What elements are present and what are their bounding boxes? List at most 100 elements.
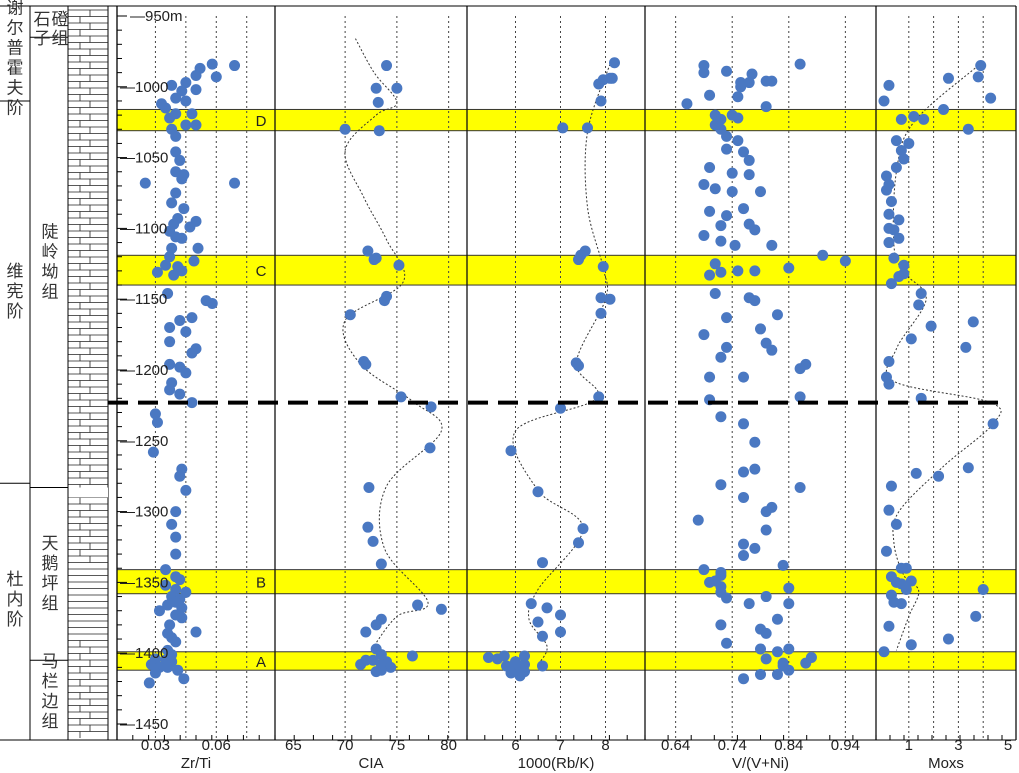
- data-point: [519, 650, 530, 662]
- data-point: [393, 259, 405, 271]
- data-point: [704, 205, 716, 217]
- data-point: [883, 79, 895, 91]
- formation-label: 石: [34, 10, 51, 30]
- band-label: D: [256, 113, 267, 130]
- x-tick-label: 0.74: [718, 737, 747, 754]
- data-point: [704, 576, 716, 588]
- trend-line: [512, 63, 611, 665]
- data-point: [760, 653, 772, 665]
- data-point: [698, 229, 710, 241]
- data-point: [726, 167, 738, 179]
- data-point: [738, 418, 750, 430]
- data-point: [170, 130, 182, 142]
- data-point: [942, 72, 954, 84]
- data-point: [905, 333, 917, 345]
- data-point: [339, 123, 351, 135]
- data-point: [721, 130, 733, 142]
- data-point: [721, 312, 733, 324]
- data-point: [229, 60, 241, 72]
- data-point: [890, 162, 902, 174]
- data-point: [760, 506, 772, 518]
- data-point: [577, 523, 589, 535]
- data-point: [170, 636, 182, 648]
- data-point: [190, 119, 202, 131]
- depth-tick-label: —1000: [120, 79, 168, 96]
- data-point: [176, 173, 188, 185]
- formation-label: 马: [42, 652, 59, 672]
- data-point: [514, 670, 526, 682]
- data-point: [715, 351, 727, 363]
- x-tick-label: 0.94: [831, 737, 860, 754]
- data-point: [794, 363, 806, 375]
- data-point: [900, 583, 912, 595]
- data-point: [139, 177, 151, 189]
- data-point: [755, 323, 766, 335]
- stage-label: 夫: [7, 78, 24, 98]
- data-point: [771, 613, 783, 625]
- data-point: [942, 633, 954, 645]
- data-point: [378, 295, 390, 307]
- data-point: [883, 620, 895, 632]
- data-point: [738, 371, 750, 383]
- data-point: [910, 467, 922, 479]
- data-point: [883, 208, 895, 220]
- data-point: [743, 77, 755, 89]
- data-point: [760, 627, 772, 639]
- data-point: [375, 558, 387, 570]
- data-point: [883, 378, 895, 390]
- data-point: [913, 299, 925, 311]
- formation-label: 坳: [42, 262, 59, 282]
- data-point: [425, 401, 437, 413]
- data-point: [962, 462, 974, 474]
- depth-tick-label: —1300: [120, 504, 168, 521]
- data-point: [715, 235, 727, 247]
- depth-tick-label: —1400: [120, 645, 168, 662]
- depth-tick-label: —1100: [120, 220, 167, 237]
- data-point: [170, 146, 182, 158]
- data-point: [593, 391, 605, 403]
- data-point: [172, 664, 184, 676]
- formation-label: 磴: [52, 10, 69, 30]
- data-point: [755, 668, 766, 680]
- data-point: [395, 391, 407, 403]
- data-point: [344, 309, 356, 321]
- data-point: [525, 598, 537, 610]
- data-point: [987, 418, 999, 430]
- data-point: [170, 548, 182, 560]
- data-point: [905, 639, 917, 651]
- data-point: [749, 436, 761, 448]
- data-point: [391, 82, 403, 94]
- stage-label: 霍: [7, 58, 24, 78]
- data-point: [704, 162, 716, 174]
- data-point: [424, 442, 436, 454]
- data-point: [888, 224, 900, 236]
- data-point: [760, 524, 772, 536]
- data-point: [162, 288, 174, 300]
- data-point: [749, 463, 761, 475]
- data-point: [878, 95, 890, 107]
- data-point: [985, 92, 997, 104]
- data-point: [604, 293, 616, 305]
- data-point: [160, 579, 172, 591]
- data-point: [555, 402, 566, 414]
- data-point: [186, 108, 198, 120]
- data-point: [692, 514, 704, 526]
- depth-tick-label: —1200: [120, 362, 168, 379]
- data-point: [962, 123, 974, 135]
- x-tick-label: 70: [337, 737, 354, 754]
- formation-label: 组: [42, 594, 59, 614]
- data-point: [738, 538, 750, 550]
- data-point: [715, 220, 727, 232]
- data-point: [893, 271, 905, 283]
- data-point: [883, 356, 895, 368]
- data-point: [367, 654, 379, 666]
- data-point: [595, 95, 607, 107]
- data-point: [164, 336, 176, 348]
- data-point: [166, 197, 178, 209]
- data-point: [573, 537, 584, 549]
- data-point: [885, 278, 897, 290]
- data-point: [176, 232, 188, 244]
- data-point: [483, 651, 494, 663]
- data-point: [898, 153, 910, 165]
- data-point: [905, 575, 917, 587]
